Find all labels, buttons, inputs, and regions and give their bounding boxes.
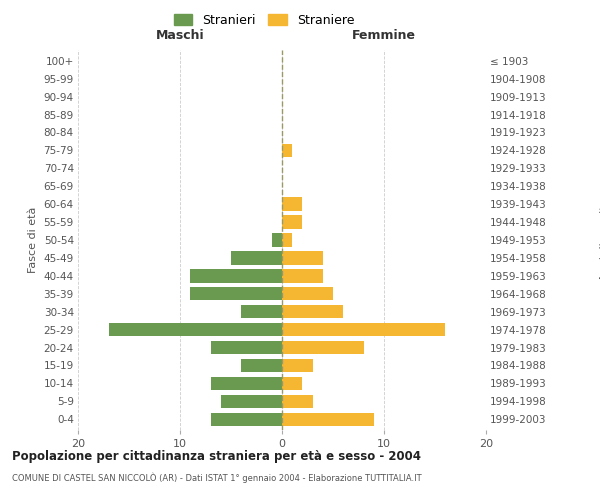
Bar (282, 394, 313, 408)
Bar (241, 359, 282, 372)
Bar (282, 412, 374, 426)
Bar (109, 323, 282, 336)
Bar (282, 305, 343, 318)
Legend: Stranieri, Straniere: Stranieri, Straniere (169, 8, 359, 32)
Text: COMUNE DI CASTEL SAN NICCOLÒ (AR) - Dati ISTAT 1° gennaio 2004 - Elaborazione TU: COMUNE DI CASTEL SAN NICCOLÒ (AR) - Dati… (12, 472, 422, 483)
Bar (282, 287, 333, 300)
Bar (190, 287, 282, 300)
Bar (272, 234, 282, 246)
Bar (282, 269, 323, 282)
Bar (282, 251, 323, 264)
Bar (282, 198, 302, 211)
Bar (190, 269, 282, 282)
Y-axis label: Fasce di età: Fasce di età (28, 207, 38, 273)
Bar (282, 323, 445, 336)
Bar (282, 216, 302, 229)
Text: Maschi: Maschi (155, 30, 205, 43)
Bar (231, 251, 282, 264)
Text: Femmine: Femmine (352, 30, 416, 43)
Bar (211, 376, 282, 390)
Bar (211, 412, 282, 426)
Bar (221, 394, 282, 408)
Bar (282, 376, 302, 390)
Bar (241, 305, 282, 318)
Bar (282, 359, 313, 372)
Bar (282, 234, 292, 246)
Bar (211, 341, 282, 354)
Bar (282, 144, 292, 157)
Bar (282, 341, 364, 354)
Text: Popolazione per cittadinanza straniera per età e sesso - 2004: Popolazione per cittadinanza straniera p… (12, 450, 421, 463)
